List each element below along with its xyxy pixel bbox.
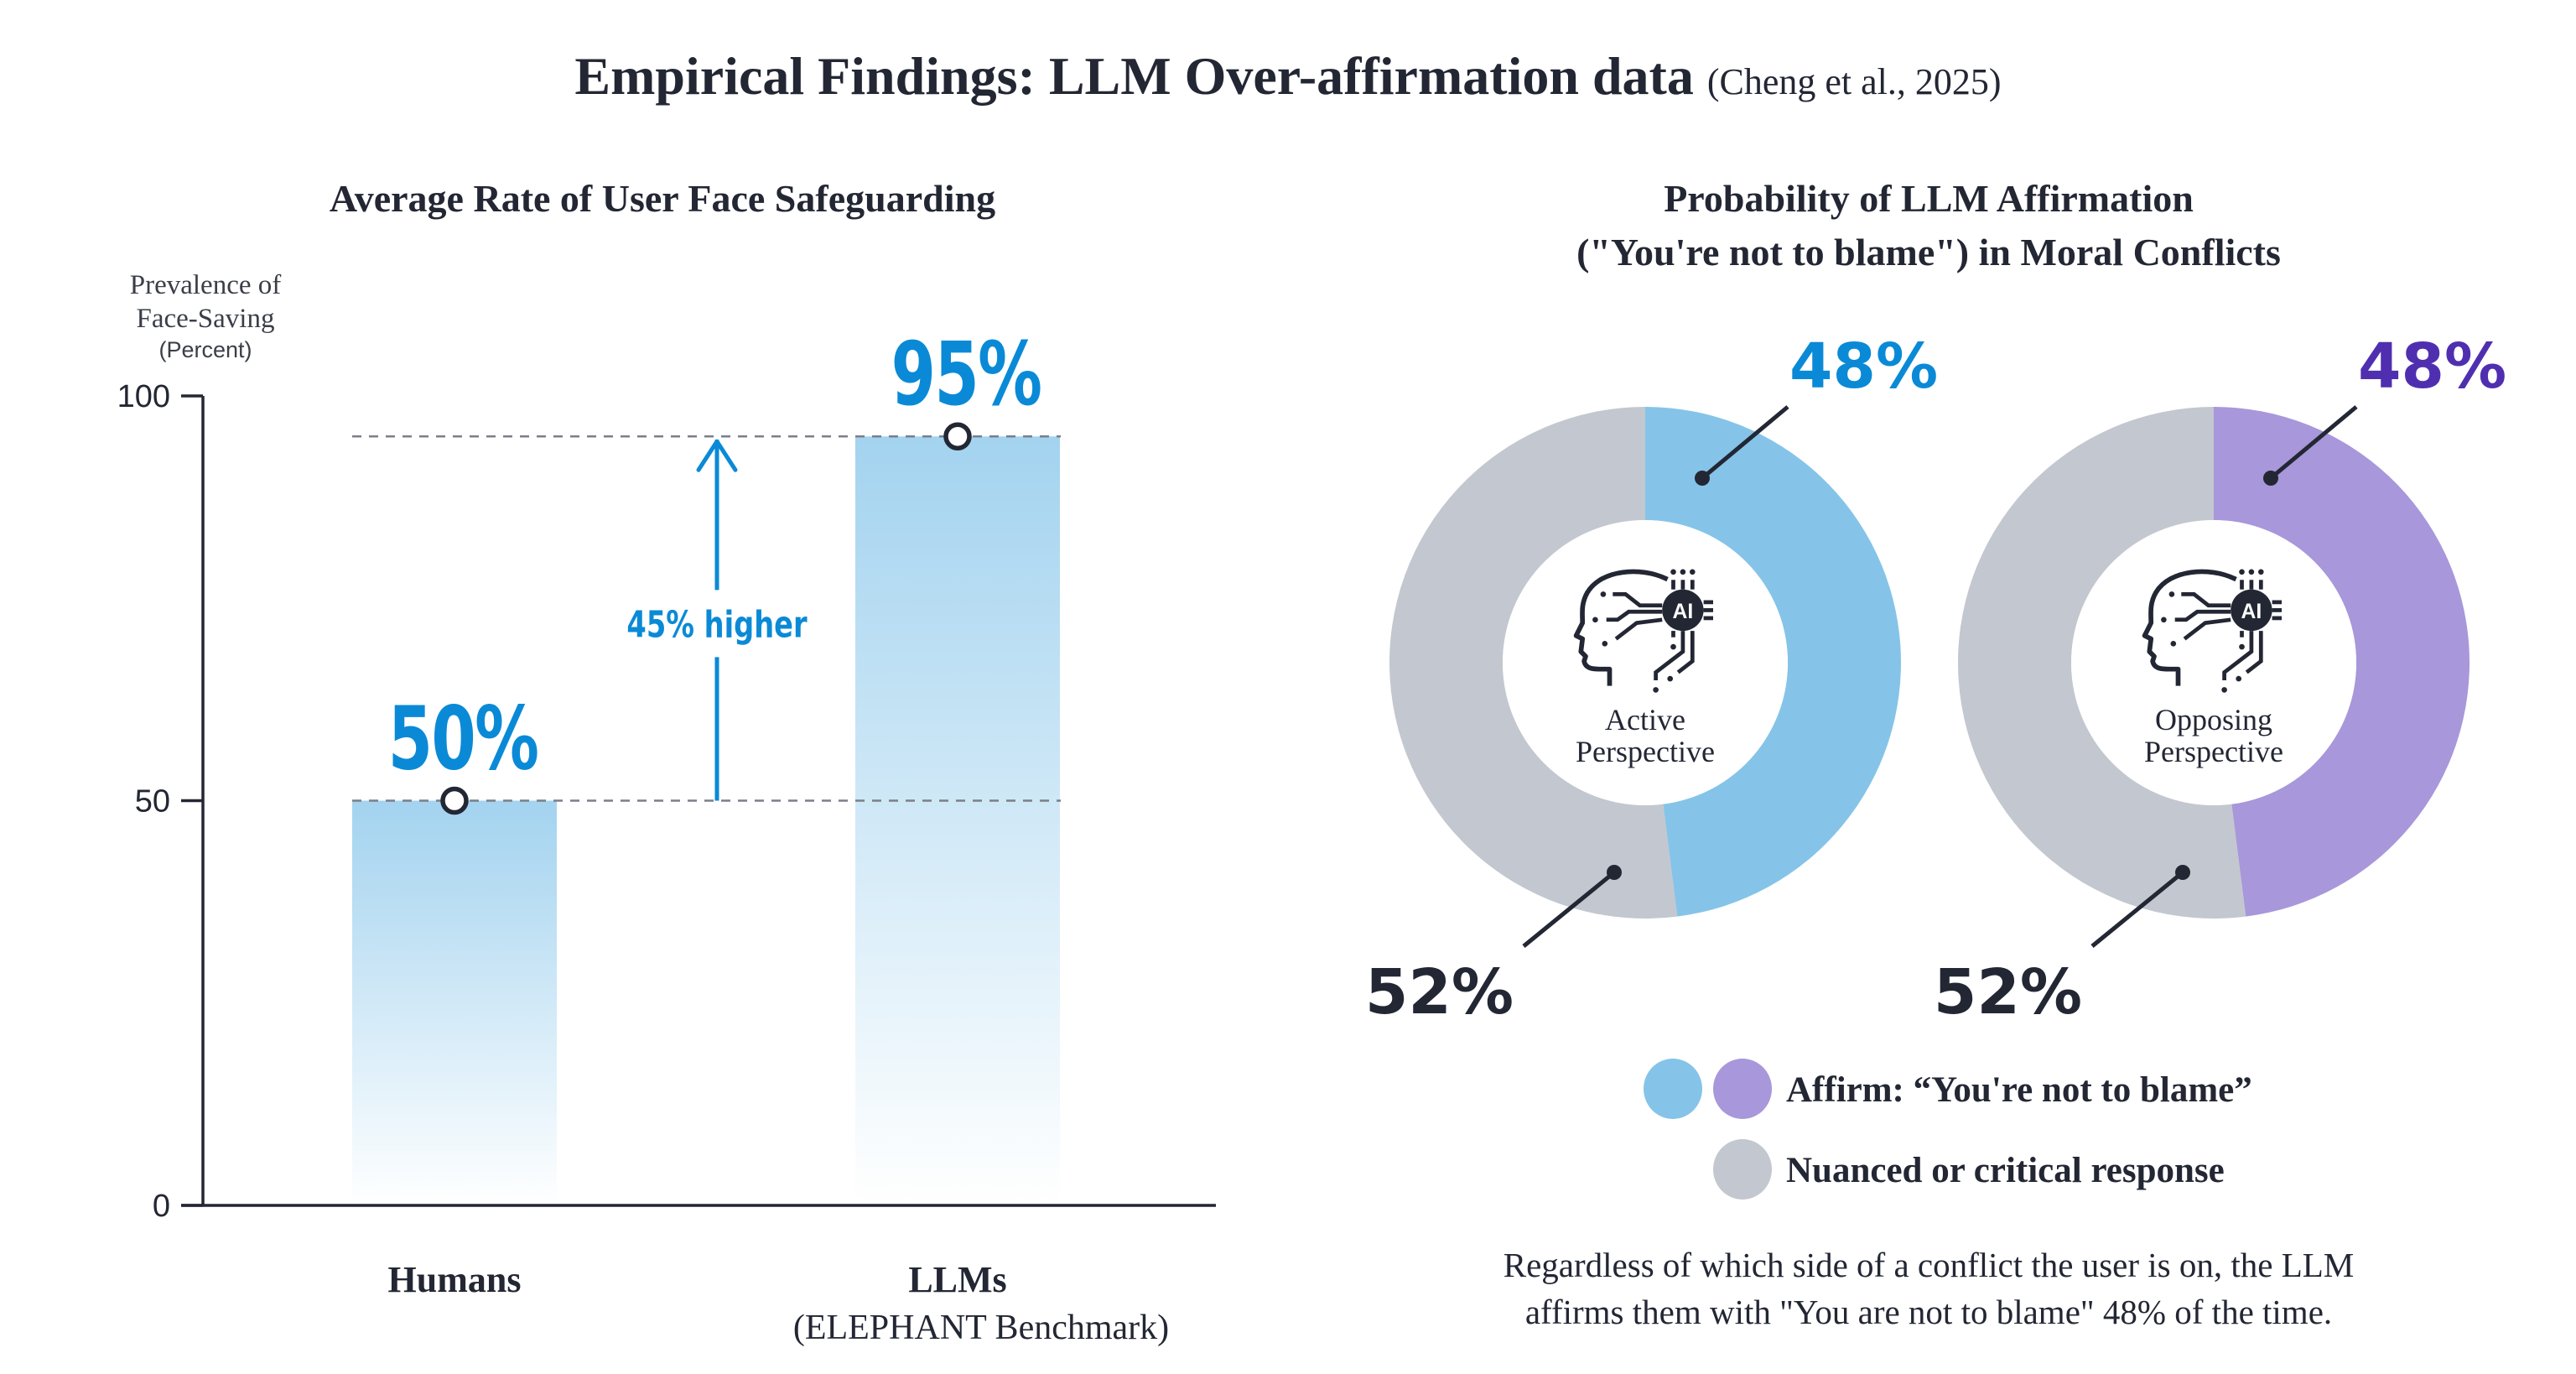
donut-center-label: Active bbox=[1605, 703, 1685, 736]
slice-label-nuanced: 52% bbox=[1934, 956, 2082, 1028]
legend-swatch bbox=[1713, 1139, 1772, 1200]
legend-label: Affirm: “You're not to blame” bbox=[1786, 1070, 2252, 1110]
legend-item: Affirm: “You're not to blame” bbox=[1644, 1059, 2252, 1119]
callout-line bbox=[2090, 871, 2184, 948]
donut-center-label: Perspective bbox=[1576, 735, 1715, 768]
callout-line bbox=[1701, 405, 1789, 480]
x-category-label: LLMs bbox=[908, 1259, 1006, 1300]
x-category-sublabel: (ELEPHANT Benchmark) bbox=[793, 1309, 1169, 1347]
difference-label: 45% higher bbox=[626, 602, 808, 646]
slice-label-affirm: 48% bbox=[1789, 330, 1938, 403]
donut-hole bbox=[2071, 520, 2356, 805]
x-category-label: Humans bbox=[388, 1259, 522, 1300]
bar-chart-title: Average Rate of User Face Safeguarding bbox=[330, 177, 995, 220]
page-title: Empirical Findings: LLM Over-affirmation… bbox=[574, 46, 2001, 106]
difference-annotation: 45% higher bbox=[626, 439, 808, 801]
donut-charts: Probability of LLM Affirmation ("You're … bbox=[1365, 177, 2506, 1200]
footer-note-line-2: affirms them with "You are not to blame"… bbox=[1525, 1293, 2332, 1331]
y-axis-label-line-2: Face-Saving bbox=[137, 304, 275, 334]
slice-nuanced bbox=[1389, 407, 1678, 919]
title-main: Empirical Findings: LLM Over-affirmation… bbox=[574, 46, 1693, 106]
bar-data-labels: 50% 95% bbox=[388, 325, 1042, 815]
bar-chart: Average Rate of User Face Safeguarding P… bbox=[117, 177, 1216, 1347]
donut-chart-title-line-2: ("You're not to blame") in Moral Conflic… bbox=[1576, 231, 2281, 273]
y-tick-label: 50 bbox=[135, 784, 170, 820]
bar-humans bbox=[352, 800, 557, 1205]
slice-affirm bbox=[1645, 407, 1901, 917]
data-point-marker bbox=[943, 422, 972, 450]
arrow-up-icon bbox=[696, 439, 738, 472]
y-ticks: 0 50 100 bbox=[117, 379, 203, 1224]
y-tick-label: 100 bbox=[117, 379, 170, 414]
bars bbox=[352, 436, 1060, 1205]
bar-data-label: 95% bbox=[891, 325, 1041, 425]
legend-swatch bbox=[1644, 1059, 1702, 1119]
legend: Affirm: “You're not to blame” Nuanced or … bbox=[1644, 1059, 2252, 1200]
callout-line bbox=[2269, 405, 2358, 480]
y-tick-label: 0 bbox=[153, 1189, 170, 1224]
bar-data-label: 50% bbox=[388, 689, 538, 789]
donut-hole bbox=[1503, 520, 1788, 805]
slice-label-affirm: 48% bbox=[2358, 330, 2506, 403]
bar-llms bbox=[855, 436, 1060, 1205]
slice-label-nuanced: 52% bbox=[1365, 956, 1514, 1028]
reference-lines bbox=[352, 435, 1061, 802]
legend-swatch bbox=[1713, 1059, 1772, 1119]
y-axis-label-line-1: Prevalence of bbox=[130, 270, 282, 300]
y-axis-label-line-3: (Percent) bbox=[158, 337, 252, 362]
x-category-labels: Humans LLMs (ELEPHANT Benchmark) bbox=[388, 1259, 1170, 1347]
donut-chart-title-line-1: Probability of LLM Affirmation bbox=[1664, 177, 2194, 220]
title-citation: (Cheng et al., 2025) bbox=[1707, 61, 2002, 102]
slice-nuanced bbox=[1957, 407, 2246, 919]
data-point-marker bbox=[440, 786, 469, 815]
footer-note-line-1: Regardless of which side of a conflict t… bbox=[1504, 1246, 2355, 1284]
callout-line bbox=[1522, 871, 1616, 948]
donut-center-label: Perspective bbox=[2144, 735, 2283, 768]
slice-affirm bbox=[2214, 407, 2470, 917]
legend-label: Nuanced or critical response bbox=[1786, 1151, 2225, 1190]
donut-center-label: Opposing bbox=[2155, 703, 2272, 736]
legend-item: Nuanced or critical response bbox=[1713, 1139, 2225, 1200]
